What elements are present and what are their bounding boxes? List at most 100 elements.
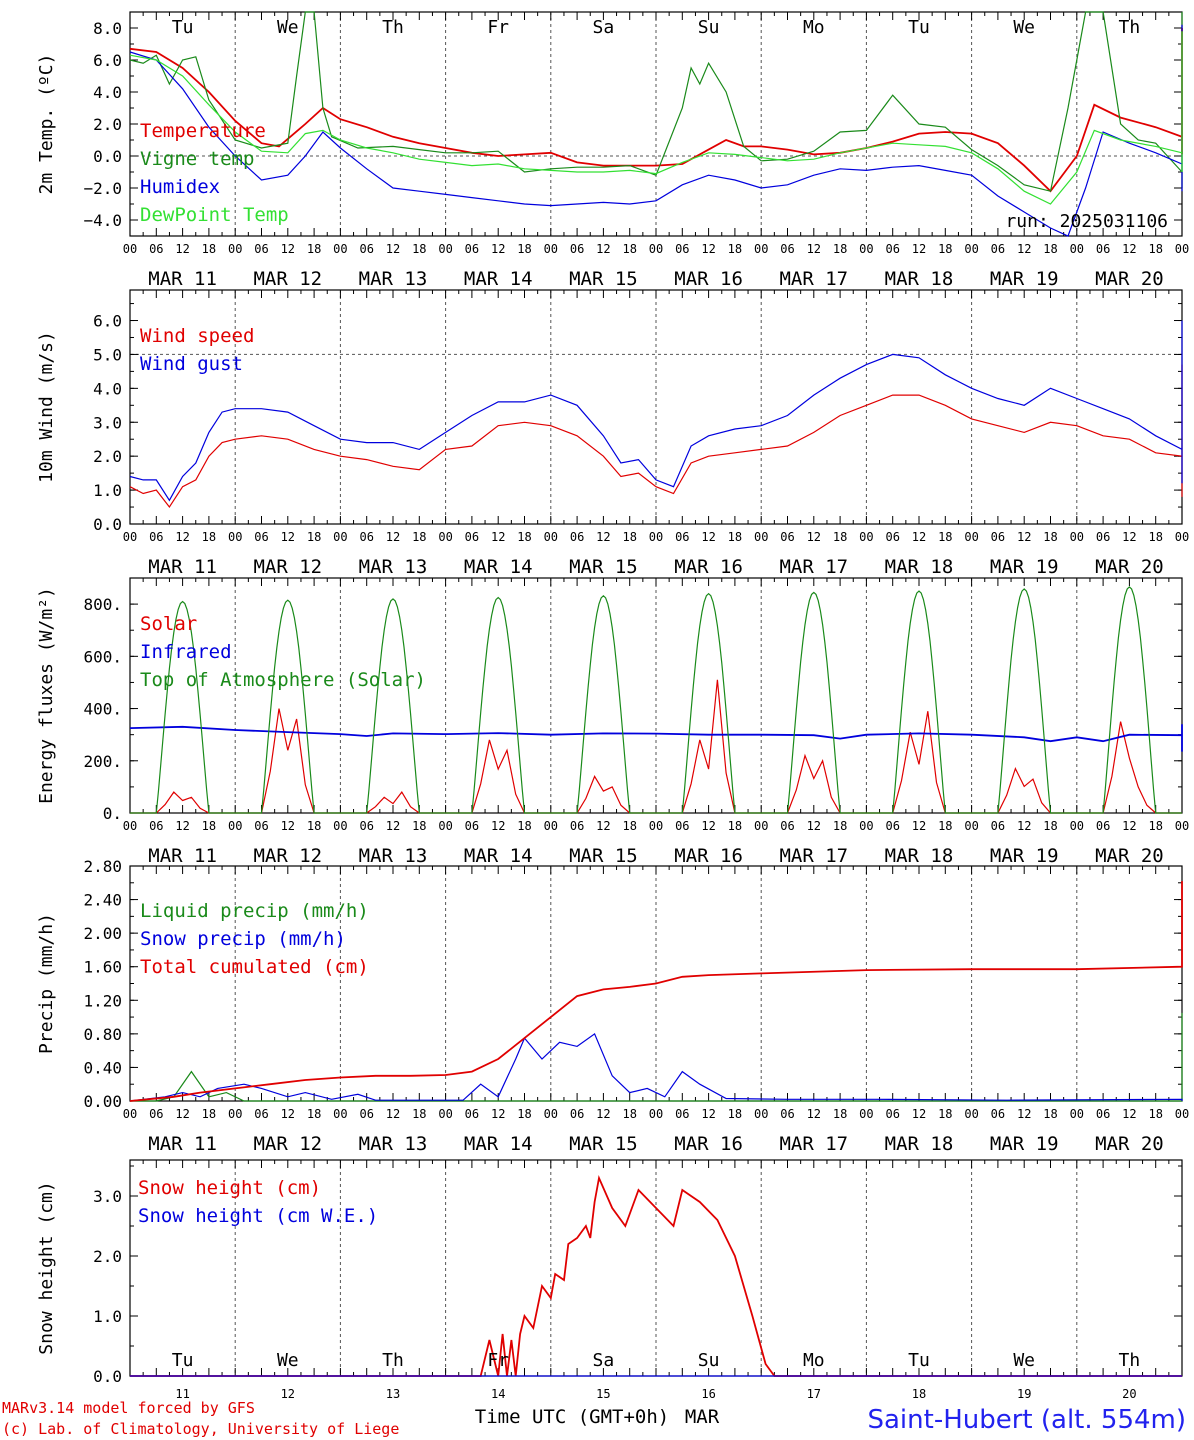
- hour-label: 12: [175, 1107, 189, 1121]
- date-label: MAR 18: [885, 1133, 954, 1155]
- hour-label: 12: [807, 530, 821, 544]
- hour-label: 00: [438, 819, 452, 833]
- hour-label: 06: [465, 242, 479, 256]
- hour-label: 06: [780, 242, 794, 256]
- day-number-label: 20: [1122, 1387, 1136, 1401]
- day-number-label: 17: [807, 1387, 821, 1401]
- hour-label: 12: [281, 819, 295, 833]
- hour-label: 18: [202, 819, 216, 833]
- hour-label: 18: [412, 530, 426, 544]
- hour-label: 06: [675, 530, 689, 544]
- hour-label: 06: [149, 1107, 163, 1121]
- hour-label: 06: [991, 530, 1005, 544]
- day-of-week-label: Tu: [172, 1350, 194, 1371]
- date-label: MAR 18: [885, 268, 954, 290]
- day-number-label: 15: [596, 1387, 610, 1401]
- series-line-snow-precip-mm-h: [129, 1032, 1183, 1102]
- hour-label: 12: [1017, 242, 1031, 256]
- hour-label: 00: [228, 1107, 242, 1121]
- legend-entry: Temperature: [140, 120, 266, 142]
- hour-label: 00: [754, 819, 768, 833]
- hour-label: 06: [675, 1107, 689, 1121]
- hour-label: 12: [386, 530, 400, 544]
- date-label: MAR 16: [674, 556, 743, 578]
- hour-label: 12: [596, 530, 610, 544]
- date-label: MAR 13: [359, 268, 428, 290]
- hour-label: 18: [728, 819, 742, 833]
- hour-label: 12: [281, 242, 295, 256]
- y-tick-label: 600.: [83, 647, 122, 666]
- y-tick-label: 0.00: [83, 1092, 122, 1111]
- day-number-label: 13: [386, 1387, 400, 1401]
- date-label: MAR 18: [885, 845, 954, 867]
- day-of-week-label: We: [1013, 1350, 1035, 1371]
- hour-label: 00: [649, 819, 663, 833]
- hour-label: 06: [1096, 1107, 1110, 1121]
- hour-label: 18: [1148, 819, 1162, 833]
- legend-entry: Vigne temp: [140, 148, 254, 170]
- date-label: MAR 19: [990, 556, 1059, 578]
- hour-label: 12: [912, 530, 926, 544]
- y-tick-label: −2.0: [83, 179, 122, 198]
- hour-label: 00: [1070, 819, 1084, 833]
- day-number-label: 19: [1017, 1387, 1031, 1401]
- date-label: MAR 13: [359, 845, 428, 867]
- date-label: MAR 17: [779, 845, 848, 867]
- run-annotation: run: 2025031106: [1005, 211, 1168, 232]
- hour-label: 12: [807, 242, 821, 256]
- hour-label: 00: [754, 1107, 768, 1121]
- hour-label: 12: [912, 1107, 926, 1121]
- day-of-week-label: Fr: [487, 17, 509, 38]
- hour-label: 00: [964, 819, 978, 833]
- day-of-week-label: Tu: [908, 17, 930, 38]
- day-of-week-label: Su: [698, 17, 720, 38]
- hour-label: 00: [649, 530, 663, 544]
- hour-label: 00: [123, 1107, 137, 1121]
- hour-label: 06: [780, 819, 794, 833]
- hour-label: 06: [570, 530, 584, 544]
- hour-label: 00: [228, 242, 242, 256]
- date-label: MAR 16: [674, 1133, 743, 1155]
- hour-label: 00: [438, 530, 452, 544]
- date-label: MAR 19: [990, 845, 1059, 867]
- hour-label: 06: [254, 1107, 268, 1121]
- hour-label: 18: [1148, 242, 1162, 256]
- hour-label: 00: [544, 1107, 558, 1121]
- hour-label: 06: [570, 242, 584, 256]
- hour-label: 12: [175, 819, 189, 833]
- legend-entry: Top of Atmosphere (Solar): [140, 669, 426, 691]
- day-number-label: 16: [701, 1387, 715, 1401]
- hour-label: 12: [1017, 819, 1031, 833]
- hour-label: 18: [517, 819, 531, 833]
- hour-label: 06: [254, 819, 268, 833]
- day-of-week-label: Mo: [803, 1350, 825, 1371]
- series-line-top-of-atmosphere-solar: [130, 586, 1182, 814]
- hour-label: 00: [333, 242, 347, 256]
- hour-label: 00: [649, 242, 663, 256]
- y-tick-label: 400.: [83, 700, 122, 719]
- date-label: MAR 15: [569, 845, 638, 867]
- y-tick-label: 1.20: [83, 991, 122, 1010]
- hour-label: 00: [438, 1107, 452, 1121]
- hour-label: 00: [123, 819, 137, 833]
- date-label: MAR 20: [1095, 845, 1164, 867]
- hour-label: 00: [964, 530, 978, 544]
- y-tick-label: 5.0: [93, 345, 122, 364]
- hour-label: 00: [123, 242, 137, 256]
- y-axis-label: 2m Temp. (ºC): [36, 54, 57, 195]
- hour-label: 00: [333, 530, 347, 544]
- y-axis-label: Precip (mm/h): [36, 913, 57, 1054]
- hour-label: 12: [1122, 1107, 1136, 1121]
- hour-label: 18: [833, 819, 847, 833]
- model-credit: MARv3.14 model forced by GFS: [2, 1399, 255, 1417]
- hour-label: 12: [386, 819, 400, 833]
- hour-label: 06: [359, 242, 373, 256]
- day-of-week-label: We: [1013, 17, 1035, 38]
- hour-label: 06: [675, 819, 689, 833]
- hour-label: 06: [149, 530, 163, 544]
- date-label: MAR 20: [1095, 556, 1164, 578]
- hour-label: 18: [938, 1107, 952, 1121]
- panel-snow: 3.0 2.0 1.0 0.0 Snow height (cm) Snow height …: [36, 1159, 1183, 1401]
- series-line-dewpoint-temp: [129, 31, 1183, 205]
